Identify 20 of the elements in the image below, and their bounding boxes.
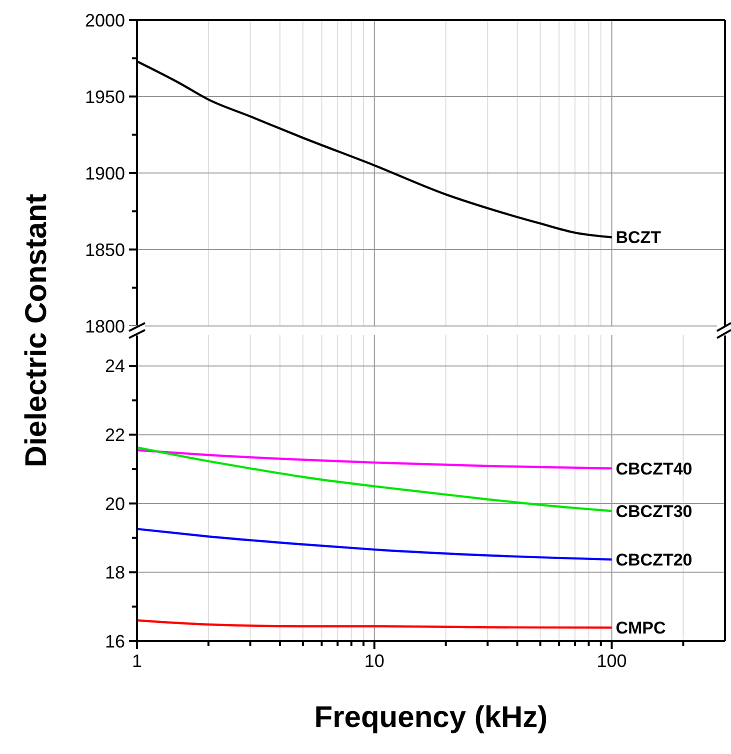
y-tick-label: 2000 <box>84 10 125 30</box>
y-tick-label: 18 <box>104 562 125 583</box>
y-tick-label: 1800 <box>84 316 125 336</box>
y-tick-label: 1850 <box>84 240 125 260</box>
y-tick-label: 1900 <box>84 163 125 184</box>
y-tick-label: 24 <box>104 356 125 376</box>
series-label: CMPC <box>616 618 666 638</box>
series-label: CBCZT30 <box>616 502 692 521</box>
x-tick-label: 10 <box>364 651 384 671</box>
series-label: BCZT <box>616 228 662 248</box>
y-axis-title: Dielectric Constant <box>20 194 53 468</box>
series-label: CBCZT40 <box>616 459 692 478</box>
y-tick-label: 22 <box>104 425 125 446</box>
x-tick-label: 100 <box>596 651 627 671</box>
x-tick-label: 1 <box>132 651 142 671</box>
y-tick-label: 20 <box>104 494 125 514</box>
series-label: CBCZT20 <box>616 550 692 570</box>
y-tick-label: 1950 <box>84 86 125 107</box>
y-tick-label: 16 <box>104 631 125 652</box>
x-axis-title: Frequency (kHz) <box>314 701 548 734</box>
